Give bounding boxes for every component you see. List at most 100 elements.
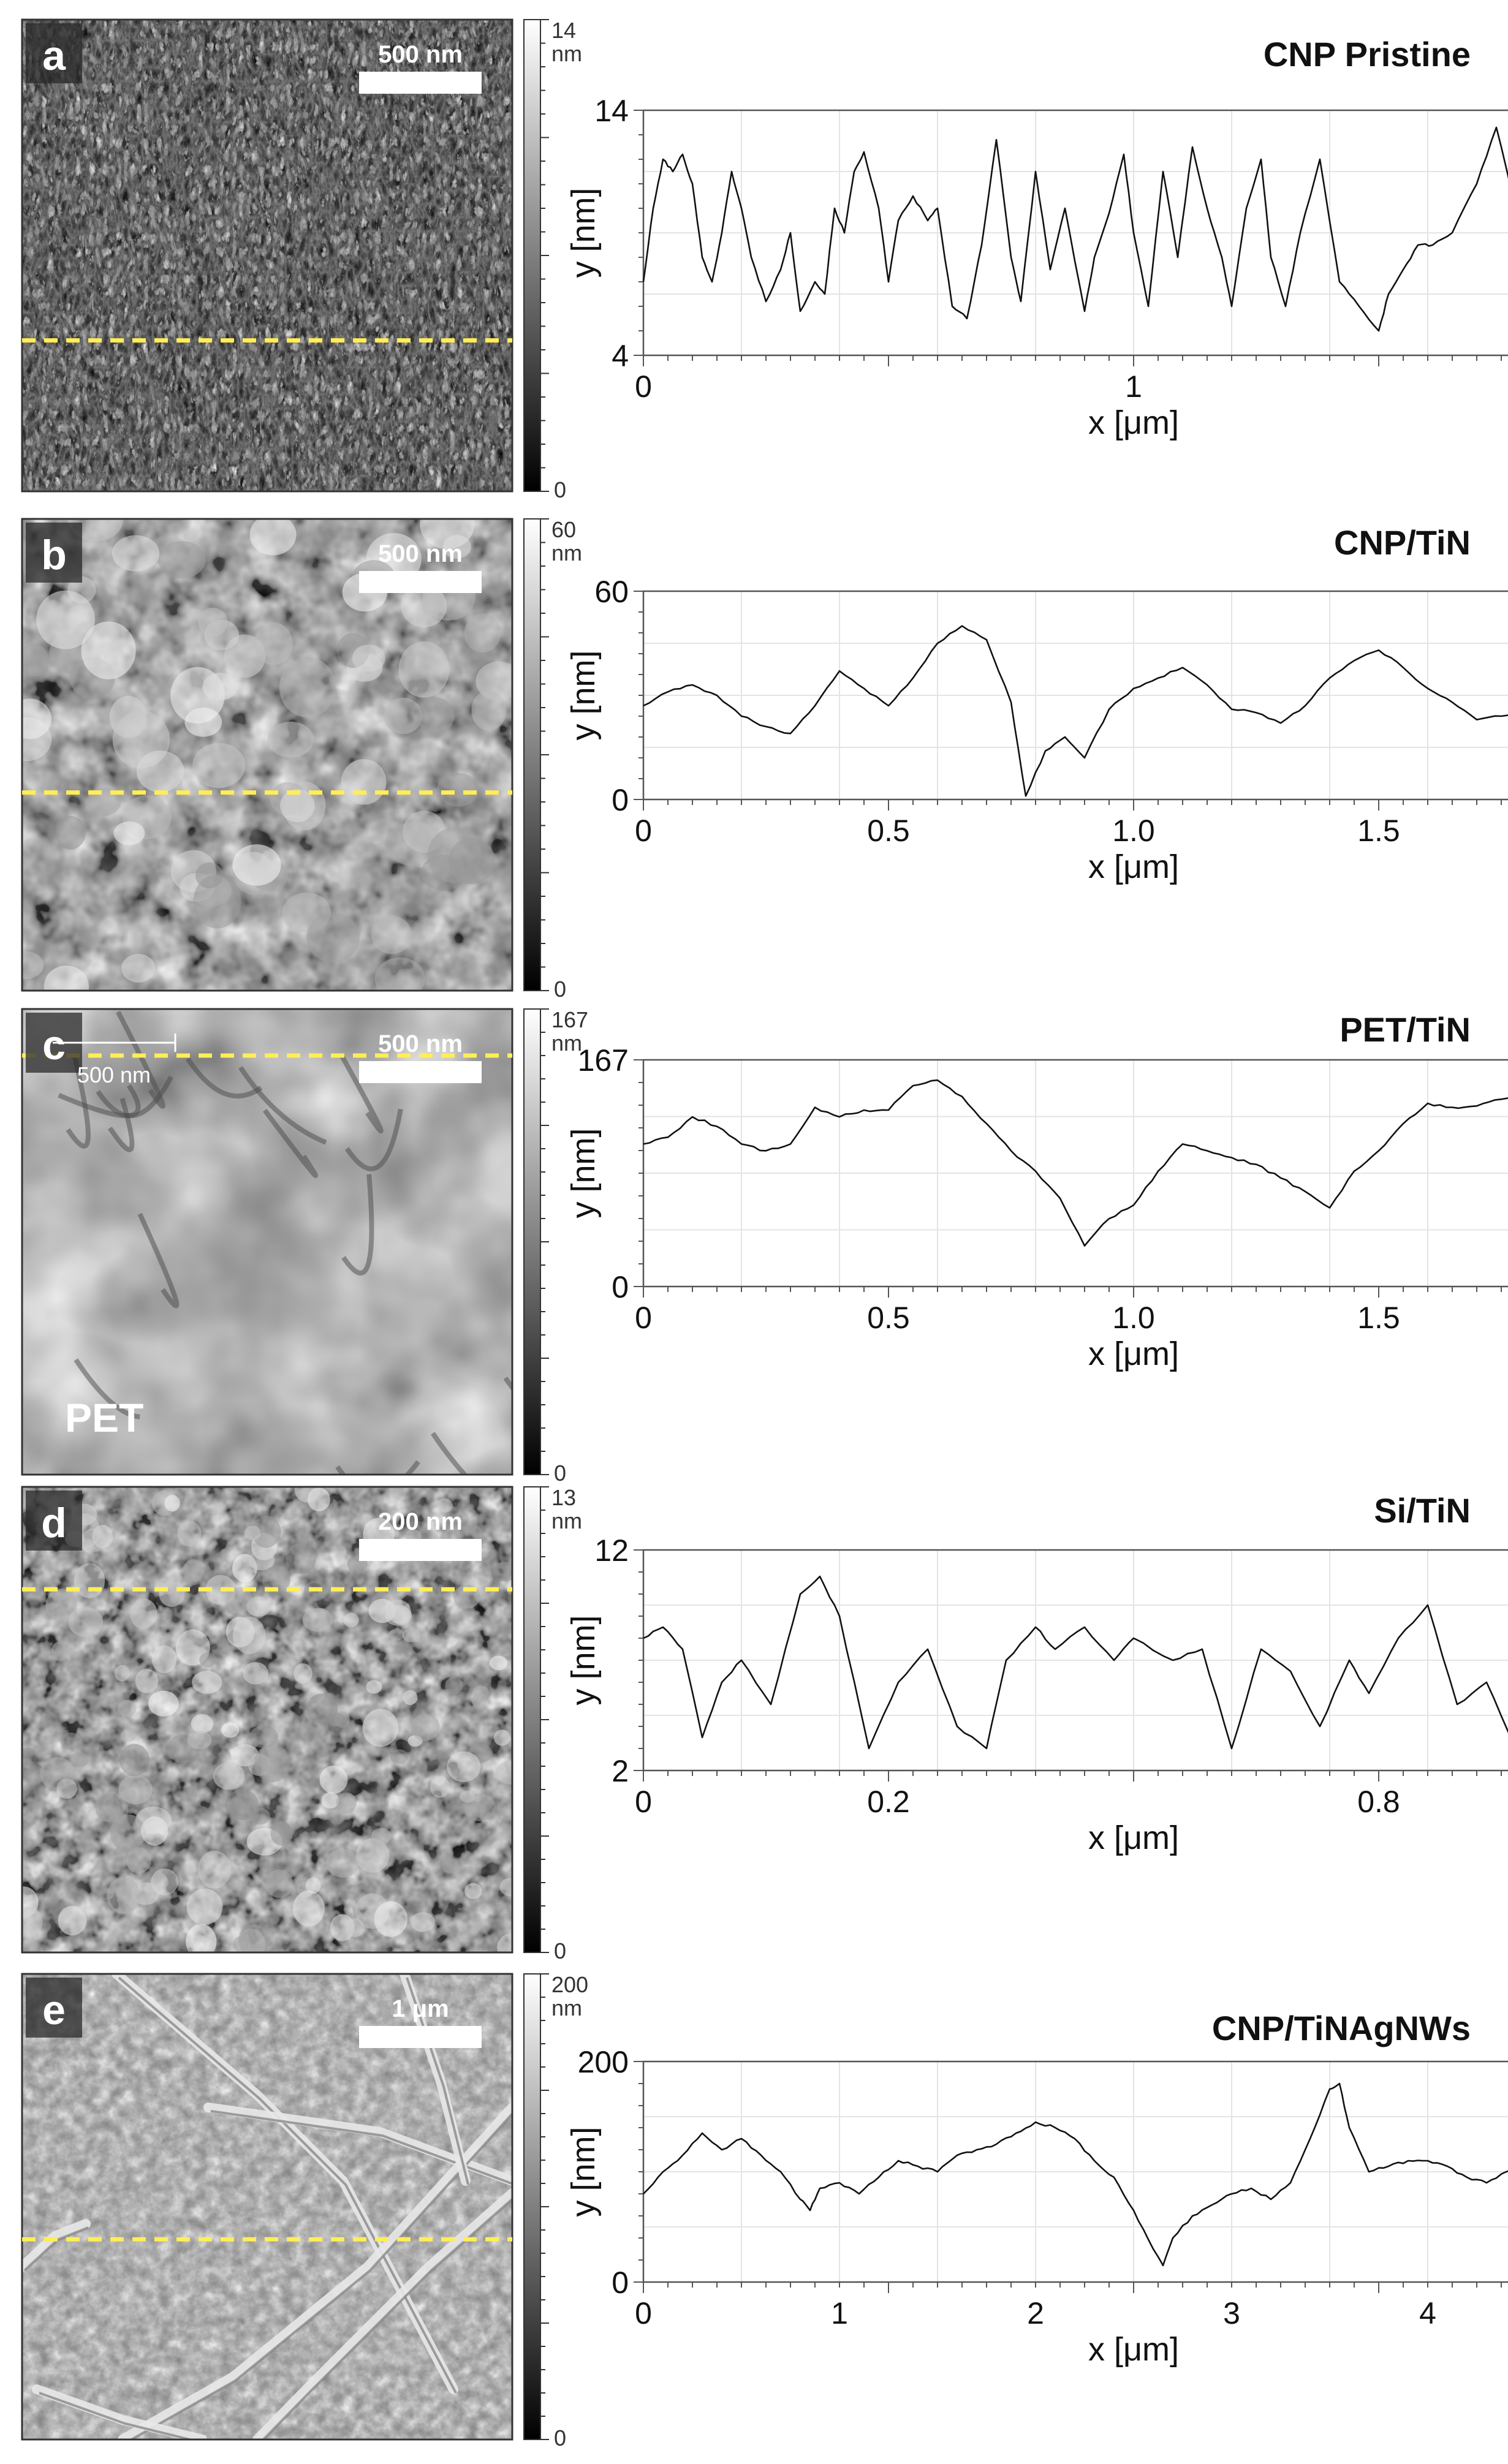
grain xyxy=(325,1713,349,1736)
afm-image-c xyxy=(22,1009,512,1475)
grain xyxy=(199,1652,217,1668)
grain xyxy=(499,1878,512,1897)
grain xyxy=(464,1883,482,1899)
x-tick-label: 0.5 xyxy=(867,814,910,848)
ridge xyxy=(341,1174,374,1275)
colorbar xyxy=(523,1486,541,1953)
scalebar xyxy=(359,2026,482,2048)
grain xyxy=(371,1827,392,1844)
afm-frame xyxy=(21,518,513,992)
grain xyxy=(118,1699,137,1717)
y-axis-label: y [nm] xyxy=(565,2126,602,2216)
grain xyxy=(119,1744,150,1777)
x-tick-label: 2 xyxy=(1027,2296,1044,2330)
panel-letter: b xyxy=(41,532,67,578)
y-tick-label: 200 xyxy=(578,2045,629,2079)
afm-frame xyxy=(21,18,513,493)
grain xyxy=(187,1731,212,1750)
grain xyxy=(493,1729,511,1746)
grain xyxy=(164,1494,180,1512)
grain xyxy=(22,643,49,677)
ridge xyxy=(58,1084,141,1119)
grain xyxy=(86,787,121,816)
nanowire-shadow xyxy=(39,2392,195,2439)
x-axis-label: x [μm] xyxy=(1088,2331,1179,2368)
colorbar-min: 0 xyxy=(554,1938,566,1963)
ridge xyxy=(238,1066,327,1145)
grain xyxy=(192,1671,222,1694)
colorbar-max: 200 xyxy=(551,1972,588,1997)
y-tick-label: 60 xyxy=(594,575,629,609)
grain xyxy=(202,673,238,701)
colorbar xyxy=(523,1008,541,1475)
inner-scalebar-label: 500 nm xyxy=(77,1062,151,1087)
grain xyxy=(306,912,360,963)
grain xyxy=(355,1838,390,1873)
x-axis-label: x [μm] xyxy=(1088,1336,1179,1372)
grain xyxy=(428,827,481,883)
ridge xyxy=(137,1212,180,1309)
grain xyxy=(113,821,145,845)
grain xyxy=(195,862,224,889)
grain xyxy=(280,789,315,823)
x-tick-label: 0.8 xyxy=(1357,1785,1400,1819)
grain xyxy=(436,1498,453,1513)
grain xyxy=(262,1566,290,1594)
grain xyxy=(267,721,314,758)
colorbar-unit: nm xyxy=(551,41,582,66)
grain xyxy=(193,874,241,929)
grain xyxy=(120,1730,136,1742)
grain xyxy=(68,1607,104,1637)
grain xyxy=(442,1858,459,1873)
grain xyxy=(192,743,246,788)
grain xyxy=(136,750,184,793)
chart-title: PET/TiN xyxy=(1339,1010,1471,1049)
grain xyxy=(294,1663,313,1684)
grain xyxy=(417,697,455,735)
grain xyxy=(40,1757,76,1790)
afm-image-e xyxy=(22,1974,512,2439)
grain xyxy=(346,1918,365,1938)
letter-badge xyxy=(26,23,82,83)
grain xyxy=(243,1662,269,1685)
x-axis-label: x [μm] xyxy=(1088,1820,1179,1856)
x-axis-label: x [μm] xyxy=(1088,848,1179,885)
grain xyxy=(24,1766,45,1785)
grain xyxy=(420,519,475,550)
grain xyxy=(238,1924,270,1952)
x-tick-label: 0.5 xyxy=(867,1301,910,1335)
grain xyxy=(249,1725,278,1748)
grain xyxy=(305,1877,321,1894)
grain xyxy=(279,657,336,718)
grain xyxy=(186,1888,223,1925)
y-tick-label: 0 xyxy=(612,2266,629,2300)
grain xyxy=(22,698,51,739)
scalebar xyxy=(359,72,482,94)
grain xyxy=(464,613,501,653)
grain xyxy=(388,1628,405,1641)
grain xyxy=(55,815,86,850)
grain xyxy=(403,1690,418,1706)
grain xyxy=(411,1912,435,1932)
scalebar-label: 500 nm xyxy=(378,540,463,567)
grain xyxy=(159,1581,185,1607)
grain xyxy=(501,1816,512,1835)
grain xyxy=(45,1589,77,1622)
grain xyxy=(374,957,425,991)
scalebar xyxy=(359,1539,482,1561)
y-tick-label: 12 xyxy=(594,1533,629,1568)
grain xyxy=(249,519,297,556)
afm-frame xyxy=(21,1973,513,2441)
colorbar-unit: nm xyxy=(551,1508,582,1533)
grain xyxy=(390,1749,409,1764)
colorbar xyxy=(523,19,541,492)
afm-image-d xyxy=(22,1487,512,1952)
grain xyxy=(244,1525,261,1541)
scalebar-label: 200 nm xyxy=(378,1508,463,1535)
grain xyxy=(225,1587,253,1614)
x-tick-label: 0 xyxy=(635,1785,652,1819)
x-tick-label: 3 xyxy=(1223,2296,1240,2330)
grain xyxy=(36,590,95,649)
x-tick-label: 1.5 xyxy=(1357,1301,1400,1335)
